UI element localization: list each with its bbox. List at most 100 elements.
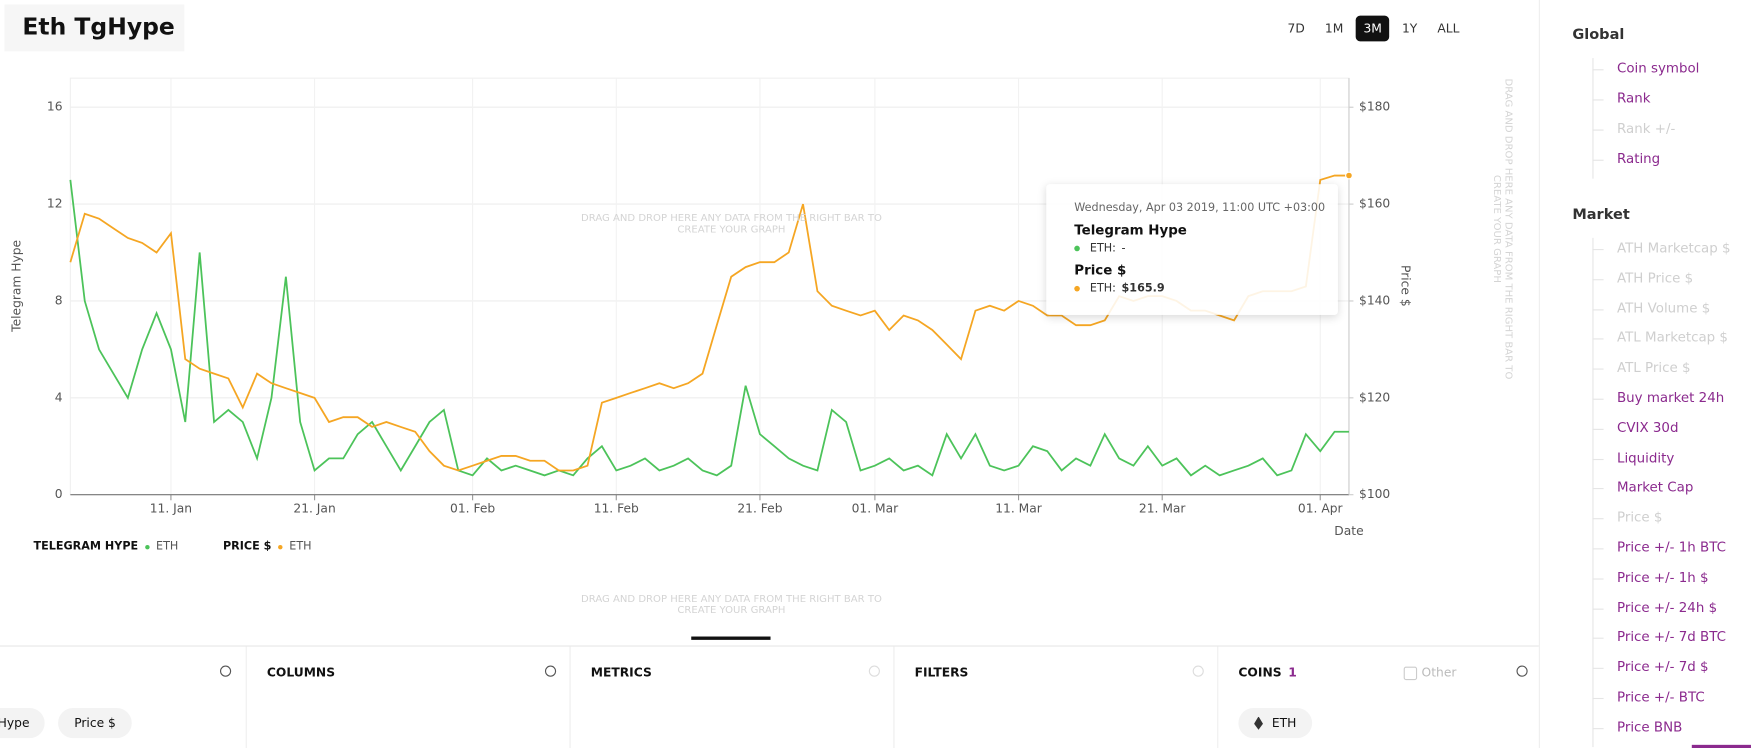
tree-branch [1592,368,1604,370]
drop-hint: DRAG AND DROP HERE ANY DATA FROM THE RIG… [580,594,882,617]
x-tick-label: 01. Apr [1298,502,1344,516]
coin-icon [1254,716,1263,730]
y-axis-title: Telegram Hype [9,240,23,333]
chip-label: ETH [1271,715,1297,731]
tree-branch [1592,727,1604,729]
sidebar-item[interactable]: Price BNB [1616,718,1683,735]
tree-branch [1592,249,1604,251]
gear-icon[interactable] [1516,665,1528,677]
chip[interactable]: Telegram Hype [0,707,46,739]
sidebar-item[interactable]: Price +/- BTC [1616,689,1705,705]
tree-branch [1592,697,1604,700]
gear-icon[interactable] [1192,665,1204,677]
chip[interactable]: ETH [1238,707,1313,739]
tree-branch [1592,578,1604,580]
x-tick-label: 21. Jan [293,502,335,516]
sidebar-item: Price $ [1616,509,1663,526]
legend-group: TELEGRAM HYPE [33,540,139,553]
tree-branch [1592,608,1604,610]
range-button[interactable]: 7D [1287,21,1305,36]
legend-dot [144,544,150,549]
sidebar-item[interactable]: Price +/- 24h $ [1616,599,1718,615]
tooltip-dot [1074,245,1080,252]
series-line [69,179,1349,477]
sidebar-item[interactable]: Price +/- 7d $ [1616,659,1709,675]
gear-icon[interactable] [219,665,232,677]
gear-icon[interactable] [868,665,880,677]
chip-label: Price $ [74,715,116,731]
sidebar-item[interactable]: Price +/- 7d BTC [1616,629,1727,645]
tree-branch [1592,159,1604,161]
tooltip-date: Wednesday, Apr 03 2019, 11:00 UTC +03:00 [1074,202,1326,215]
title-box [4,4,185,52]
tree-branch [1592,428,1604,430]
tree-branch [1592,518,1604,520]
sidebar-item[interactable]: Coin symbol [1616,60,1700,76]
tree-branch [1592,308,1604,310]
sidebar-item[interactable]: CVIX 30d [1616,419,1679,436]
y2-axis-title: Price $ [1398,265,1412,307]
sidebar-heading: Global [1572,26,1625,44]
tooltip-title: Price $ [1074,262,1127,279]
panel-title: FILTERS [914,665,969,681]
legend: TELEGRAM HYPE ETH PRICE $ ETH [34,540,312,552]
panel: COINS 1 Other ETH [1217,646,1542,748]
chip-label: Telegram Hype [0,715,30,731]
x-axis-title: Date [1334,524,1363,538]
sidebar-item[interactable]: Buy market 24h [1616,389,1725,406]
checkbox-label: Other [1421,665,1457,681]
tooltip-row: ETH: - [1074,242,1126,255]
sidebar-item: ATH Marketcap $ [1616,240,1731,256]
panels: Telegram Hype Price $ COLUMNS METRICS FILTER… [0,645,1539,748]
range-button[interactable]: 3M [1355,15,1390,42]
hover-point [1345,171,1353,180]
sidebar-item[interactable]: Rank [1616,90,1651,107]
legend-item[interactable]: TELEGRAM HYPE ETH [34,540,179,552]
drop-hint: DRAG AND DROP HERE ANY DATA FROM THE RIG… [1490,78,1514,380]
range-button[interactable]: 1M [1324,21,1344,36]
tooltip-value: - [1121,242,1126,255]
drag-handle[interactable] [691,636,771,640]
x-tick-label: 11. Jan [150,502,192,516]
range-button[interactable]: ALL [1437,21,1460,36]
legend-group: PRICE $ [222,540,272,553]
tree-branch [1592,488,1604,490]
panel-header: COINS 1 [1238,666,1296,681]
gear-icon[interactable] [544,665,557,677]
x-tick-label: 21. Feb [737,502,782,516]
y-tick-label: 4 [55,390,63,404]
chips: Telegram Hype Price $ [0,707,132,739]
panel-title: METRICS [590,665,652,681]
legend-item[interactable]: PRICE $ ETH [223,540,312,552]
sidebar-item: ATH Price $ [1616,270,1694,286]
tree-branch [1592,129,1604,131]
y2-tick-label: $120 [1359,390,1390,404]
sidebar-item[interactable]: Price +/- 1h BTC [1616,539,1726,555]
tree-line [1592,58,1594,179]
sidebar-item[interactable]: Rating [1616,150,1661,167]
checkbox-box [1403,666,1418,680]
tree-branch [1592,398,1604,400]
legend-name: ETH [289,540,312,553]
legend-dot [278,544,283,549]
panel: Telegram Hype Price $ [0,647,246,748]
scrollbar [1691,744,1751,748]
range-button[interactable]: 1Y [1401,21,1418,36]
sidebar-item[interactable]: Liquidity [1616,449,1675,466]
panel-title: COLUMNS [266,665,336,681]
tree-branch [1592,548,1604,550]
tree-branch [1592,338,1604,340]
tree-line [1592,237,1594,747]
range-buttons: 7D 1M 3M 1Y ALL [1280,15,1468,42]
sidebar-item[interactable]: Price +/- 1h $ [1616,569,1709,585]
checkbox[interactable]: Other [1403,665,1457,681]
tooltip-title: Telegram Hype [1074,222,1187,238]
panel-header: FILTERS [915,666,969,681]
y-tick-label: 8 [55,293,63,307]
sidebar-item[interactable]: Market Cap [1616,479,1694,496]
tooltip-value: $165.9 [1121,282,1165,295]
panel: FILTERS [893,646,1218,748]
chip[interactable]: Price $ [58,707,132,739]
